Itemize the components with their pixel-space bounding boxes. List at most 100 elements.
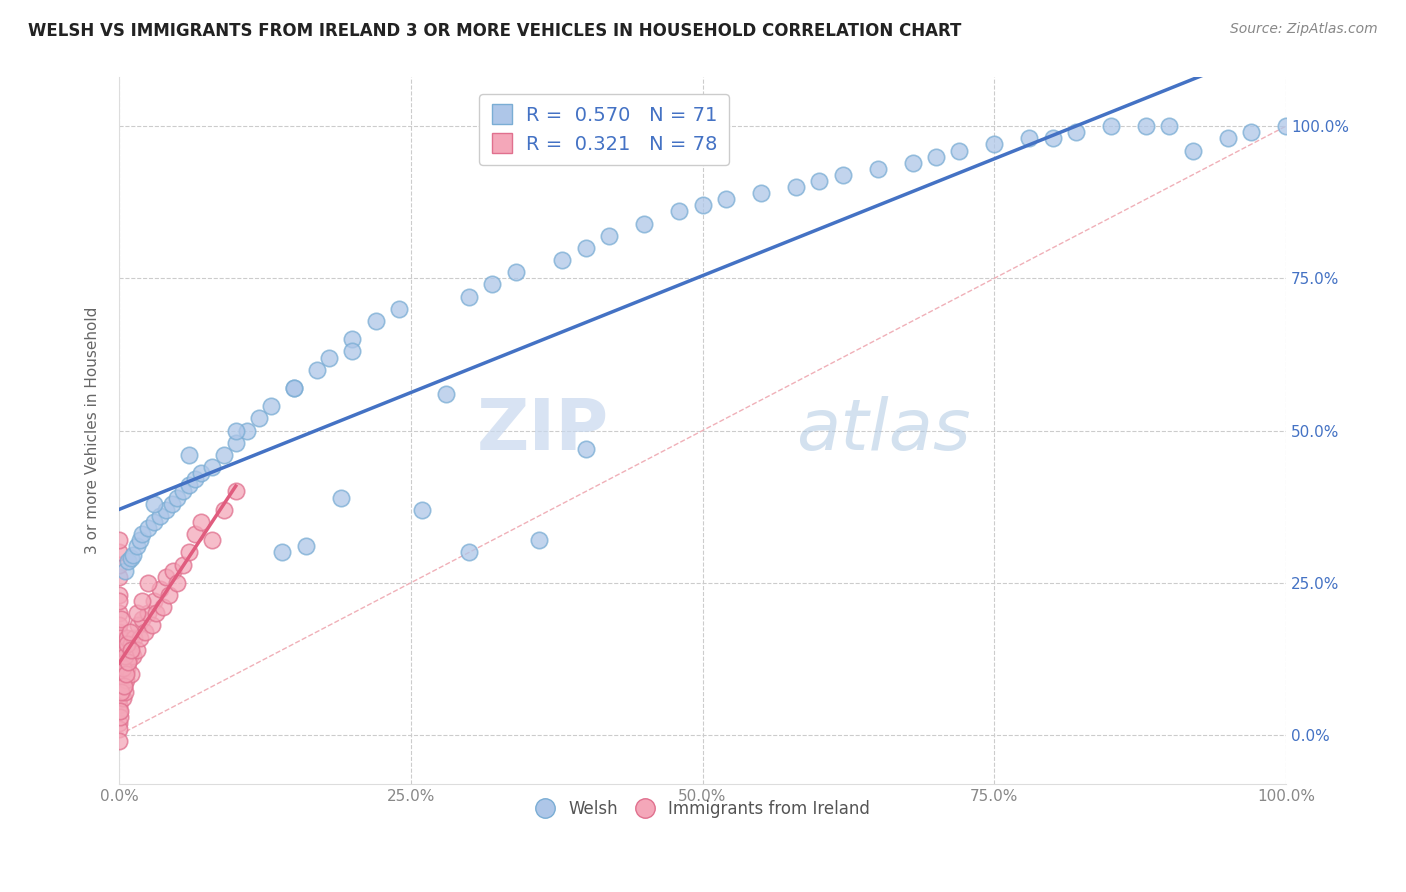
Point xyxy=(129,533,152,548)
Point xyxy=(247,411,270,425)
Point xyxy=(177,545,200,559)
Point xyxy=(458,545,481,559)
Point xyxy=(808,174,831,188)
Point xyxy=(108,734,131,748)
Text: ZIP: ZIP xyxy=(477,396,609,465)
Point xyxy=(122,648,145,663)
Point xyxy=(225,424,247,438)
Point xyxy=(201,460,224,475)
Point xyxy=(1216,131,1239,145)
Point xyxy=(1018,131,1040,145)
Point xyxy=(110,673,132,688)
Point xyxy=(110,710,132,724)
Point xyxy=(458,290,481,304)
Point xyxy=(111,637,134,651)
Point xyxy=(551,253,574,268)
Point xyxy=(149,582,172,596)
Point xyxy=(364,314,387,328)
Point xyxy=(948,144,970,158)
Point xyxy=(177,448,200,462)
Point xyxy=(127,618,149,632)
Point xyxy=(131,527,153,541)
Point xyxy=(134,624,156,639)
Text: atlas: atlas xyxy=(796,396,970,465)
Point xyxy=(110,685,132,699)
Point xyxy=(122,631,145,645)
Point xyxy=(212,448,235,462)
Point xyxy=(143,594,166,608)
Point xyxy=(1135,119,1157,133)
Point xyxy=(108,679,131,693)
Point xyxy=(120,667,142,681)
Point xyxy=(110,648,132,663)
Point xyxy=(143,515,166,529)
Point xyxy=(260,399,283,413)
Point xyxy=(117,554,139,568)
Point xyxy=(114,648,136,663)
Point xyxy=(527,533,550,548)
Point xyxy=(108,533,131,548)
Point xyxy=(411,502,433,516)
Point xyxy=(1064,125,1087,139)
Point xyxy=(118,648,141,663)
Point xyxy=(225,484,247,499)
Point xyxy=(111,691,134,706)
Point xyxy=(108,624,131,639)
Point xyxy=(225,435,247,450)
Point xyxy=(1275,119,1298,133)
Point xyxy=(115,642,138,657)
Point xyxy=(184,527,207,541)
Point xyxy=(115,637,138,651)
Point xyxy=(108,698,131,712)
Point xyxy=(692,198,714,212)
Point xyxy=(866,161,889,176)
Text: WELSH VS IMMIGRANTS FROM IRELAND 3 OR MORE VEHICLES IN HOUSEHOLD CORRELATION CHA: WELSH VS IMMIGRANTS FROM IRELAND 3 OR MO… xyxy=(28,22,962,40)
Point xyxy=(190,467,212,481)
Point xyxy=(136,606,159,620)
Point xyxy=(108,606,131,620)
Point xyxy=(388,301,411,316)
Point xyxy=(136,521,159,535)
Point xyxy=(110,631,132,645)
Point xyxy=(114,667,136,681)
Point xyxy=(149,508,172,523)
Point xyxy=(1099,119,1122,133)
Point xyxy=(117,655,139,669)
Point xyxy=(115,661,138,675)
Point xyxy=(115,673,138,688)
Point xyxy=(481,277,503,292)
Point xyxy=(122,549,145,563)
Point xyxy=(1181,144,1204,158)
Point xyxy=(283,381,305,395)
Point xyxy=(201,533,224,548)
Point xyxy=(136,575,159,590)
Point xyxy=(117,655,139,669)
Point xyxy=(166,491,188,505)
Point xyxy=(177,478,200,492)
Point xyxy=(125,642,148,657)
Point xyxy=(108,642,131,657)
Point xyxy=(115,631,138,645)
Point xyxy=(108,691,131,706)
Point xyxy=(901,155,924,169)
Point xyxy=(155,502,177,516)
Point xyxy=(112,679,135,693)
Y-axis label: 3 or more Vehicles in Household: 3 or more Vehicles in Household xyxy=(86,307,100,554)
Point xyxy=(118,624,141,639)
Point xyxy=(749,186,772,201)
Point xyxy=(131,612,153,626)
Point xyxy=(112,679,135,693)
Point xyxy=(212,502,235,516)
Point xyxy=(575,241,598,255)
Text: Source: ZipAtlas.com: Source: ZipAtlas.com xyxy=(1230,22,1378,37)
Point xyxy=(108,704,131,718)
Point xyxy=(983,137,1005,152)
Point xyxy=(190,515,212,529)
Point xyxy=(157,588,180,602)
Point xyxy=(236,424,259,438)
Point xyxy=(145,606,167,620)
Point xyxy=(108,661,131,675)
Point xyxy=(110,612,132,626)
Point xyxy=(125,539,148,553)
Point xyxy=(342,344,364,359)
